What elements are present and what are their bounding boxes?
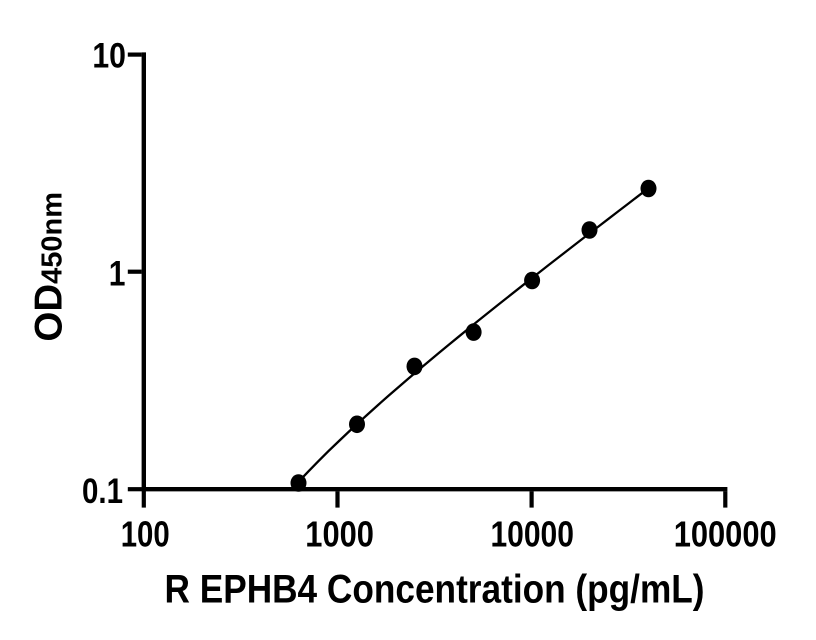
svg-text:100000: 100000: [674, 514, 777, 555]
svg-text:10: 10: [92, 36, 126, 76]
svg-text:R EPHB4 Concentration (pg/mL): R EPHB4 Concentration (pg/mL): [165, 567, 705, 611]
svg-text:10000: 10000: [490, 514, 574, 555]
svg-text:1: 1: [109, 254, 126, 294]
svg-text:100: 100: [121, 514, 170, 555]
svg-text:1000: 1000: [305, 514, 374, 555]
svg-text:0.1: 0.1: [82, 471, 123, 511]
